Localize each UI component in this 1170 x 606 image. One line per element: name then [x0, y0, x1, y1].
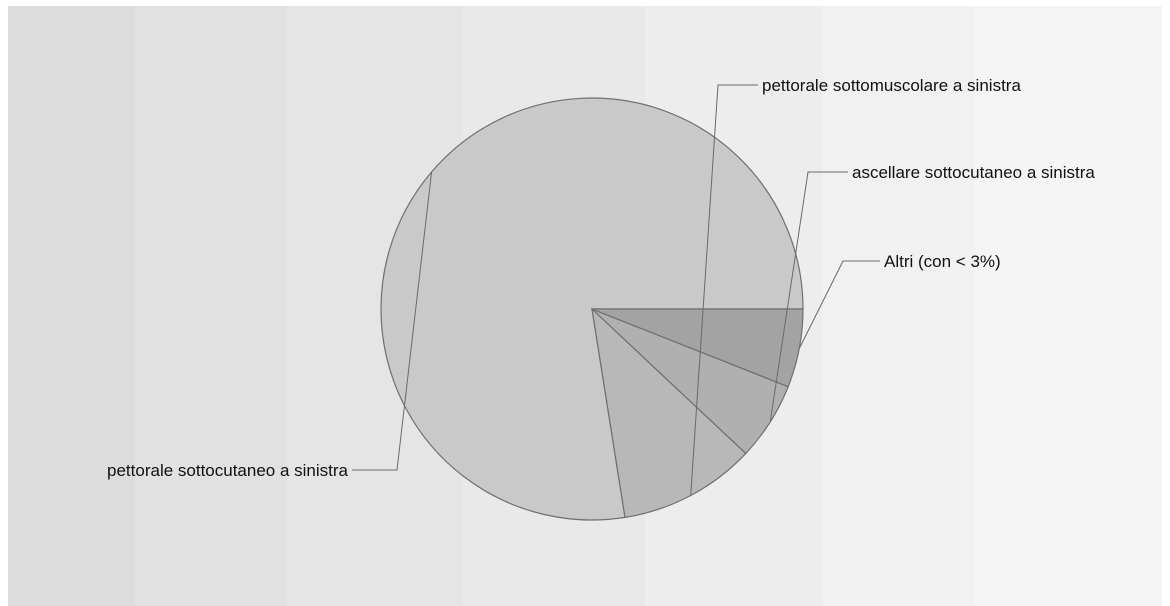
- slice-label: pettorale sottomuscolare a sinistra: [762, 76, 1021, 95]
- background-band: [135, 6, 287, 606]
- leader-line: [769, 171, 848, 423]
- leader-line: [690, 84, 758, 496]
- pie-slice[interactable]: [591, 308, 804, 388]
- background-band: [8, 6, 135, 606]
- slice-label: pettorale sottocutaneo a sinistra: [107, 461, 349, 480]
- slice-label: ascellare sottocutaneo a sinistra: [852, 163, 1095, 182]
- slice-label: Altri (con < 3%): [884, 252, 1001, 271]
- pie-slices: [380, 97, 804, 521]
- slice-labels: pettorale sottocutaneo a sinistra pettora…: [107, 76, 1095, 496]
- background-band: [975, 6, 1162, 606]
- leader-line: [798, 260, 880, 349]
- background-band: [823, 6, 975, 606]
- leader-line: [352, 171, 433, 471]
